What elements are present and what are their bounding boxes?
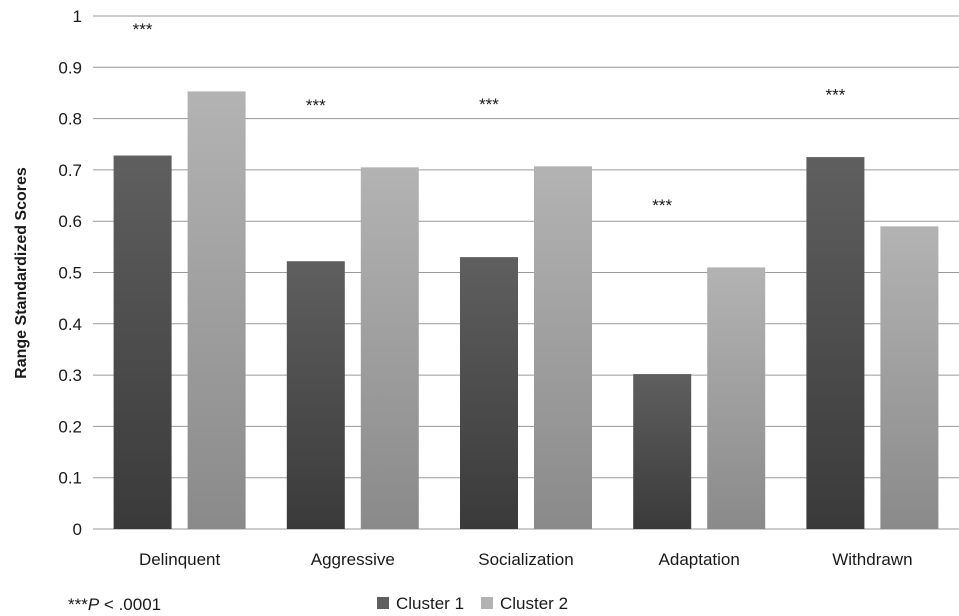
bars [113,91,939,529]
legend-swatch [481,597,493,609]
bar-cluster-1-socialization [460,257,518,529]
legend: Cluster 1 Cluster 2 [377,594,568,613]
bar-cluster-1-withdrawn [806,157,865,529]
y-tick-label: 0.3 [58,366,82,385]
significance-mark: *** [652,196,672,215]
y-tick-label: 0.2 [58,417,82,436]
footnote-p: P [88,595,100,614]
x-tick-label: Adaptation [659,550,740,569]
significance-mark: *** [825,86,845,105]
bar-cluster-2-socialization [534,166,592,529]
y-tick-label: 0.6 [58,212,82,231]
bar-cluster-2-aggressive [360,167,419,529]
x-tick-label: Delinquent [139,550,221,569]
x-tick-label: Withdrawn [832,550,912,569]
y-tick-label: 0 [73,520,82,539]
y-tick-label: 0.9 [58,58,82,77]
x-tick-label: Aggressive [311,550,395,569]
y-tick-label: 0.1 [58,469,82,488]
y-axis-ticks: 0 0.1 0.2 0.3 0.4 0.5 0.6 0.7 0.8 0.9 1 [58,7,82,539]
bar-cluster-2-adaptation [707,267,766,529]
legend-label: Cluster 1 [396,594,464,613]
significance-mark: *** [479,95,499,114]
bar-cluster-1-delinquent [113,155,172,529]
bar-cluster-1-adaptation [633,374,692,529]
y-axis-label: Range Standardized Scores [13,167,30,379]
bar-cluster-2-delinquent [187,91,246,529]
y-tick-label: 0.7 [58,161,82,180]
y-tick-label: 1 [73,7,82,26]
y-tick-label: 0.8 [58,110,82,129]
footnote-text: < .0001 [99,595,161,614]
legend-label: Cluster 2 [500,594,568,613]
significance-mark: *** [133,20,153,39]
y-tick-label: 0.4 [58,315,82,334]
significance-marks: *** *** *** *** *** [133,20,846,215]
x-tick-label: Socialization [478,550,573,569]
x-axis-ticks: Delinquent Aggressive Socialization Adaptat… [139,550,913,569]
footnote-stars: *** [68,595,88,614]
legend-swatch [377,597,389,609]
footnote: ***P < .0001 [68,595,161,614]
bar-cluster-2-withdrawn [880,226,939,529]
y-tick-label: 0.5 [58,264,82,283]
bar-cluster-1-aggressive [286,261,345,529]
significance-mark: *** [306,96,326,115]
